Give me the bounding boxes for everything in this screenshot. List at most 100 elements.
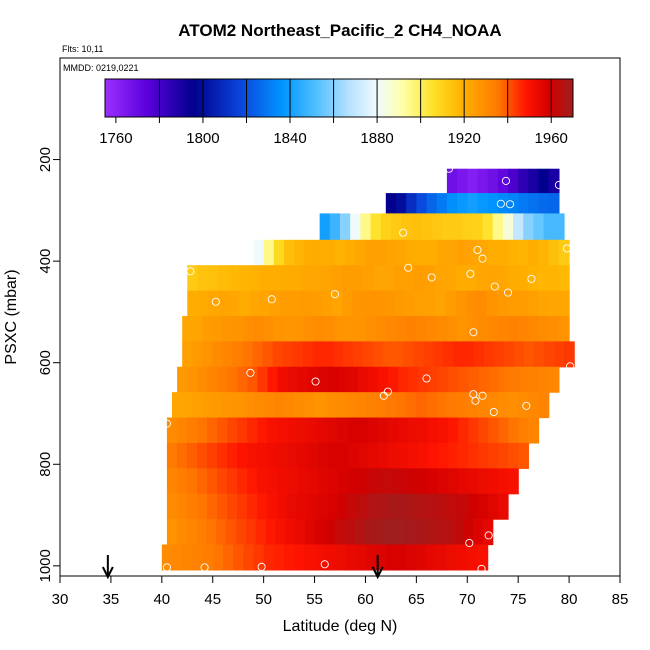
heatmap-cell xyxy=(172,392,183,419)
colorbar-swatch xyxy=(429,79,432,117)
heatmap-cell xyxy=(497,493,509,520)
heatmap-cell xyxy=(397,493,409,520)
heatmap-cell xyxy=(300,290,312,317)
heatmap-cell xyxy=(327,468,339,495)
colorbar-swatch xyxy=(511,79,514,117)
heatmap-cell xyxy=(367,442,379,469)
colorbar-swatch xyxy=(145,79,148,117)
heatmap-cell xyxy=(426,239,438,266)
heatmap-cell xyxy=(416,315,428,342)
heatmap-cell xyxy=(186,493,198,520)
colorbar-swatch xyxy=(199,79,202,117)
x-tick-label: 85 xyxy=(612,591,629,608)
heatmap-cell xyxy=(467,239,479,266)
heatmap-cell xyxy=(457,239,468,266)
sample-point xyxy=(200,563,209,572)
heatmap-cell xyxy=(347,417,359,444)
heatmap-cell xyxy=(321,290,333,317)
heatmap-cell xyxy=(472,213,484,241)
colorbar-swatch xyxy=(413,79,416,117)
heatmap-cell xyxy=(262,341,274,368)
heatmap-cell xyxy=(192,341,203,368)
x-tick-label: 35 xyxy=(103,591,120,608)
colorbar-swatch xyxy=(227,79,230,117)
heatmap-cell xyxy=(324,544,336,571)
y-axis: 200 400 600 800 1000 xyxy=(37,147,60,583)
colorbar-swatch xyxy=(219,79,222,117)
heatmap-cell xyxy=(457,315,468,342)
heatmap-cell xyxy=(161,544,173,571)
colorbar-swatch xyxy=(235,79,238,117)
heatmap-cell xyxy=(428,366,439,393)
y-axis-label: PSXC (mbar) xyxy=(3,269,20,364)
heatmap-cell xyxy=(287,468,298,495)
heatmap-cell xyxy=(441,213,453,241)
colorbar-swatch xyxy=(389,79,392,117)
colorbar-swatch xyxy=(131,79,134,117)
colorbar-swatch xyxy=(239,79,242,117)
heatmap-cell xyxy=(354,519,365,546)
heatmap-cell xyxy=(192,315,204,342)
heatmap-cell xyxy=(508,315,519,342)
colorbar-swatch xyxy=(129,79,132,117)
heatmap-cell xyxy=(417,493,429,520)
heatmap-cell xyxy=(314,239,326,266)
heatmap-cell xyxy=(406,544,417,571)
heatmap-cell xyxy=(342,265,353,292)
colorbar-swatch xyxy=(105,79,108,117)
colorbar-swatch xyxy=(347,79,350,117)
colorbar-swatch xyxy=(487,79,490,117)
sample-point xyxy=(478,254,487,263)
heatmap-cell xyxy=(176,417,188,444)
heatmap-cell xyxy=(352,265,364,292)
x-tick-label: 45 xyxy=(204,591,221,608)
heatmap-cell xyxy=(267,493,278,520)
colorbar-swatch xyxy=(445,79,448,117)
heatmap-cell xyxy=(245,519,257,546)
colorbar-swatch xyxy=(497,79,500,117)
colorbar-swatch xyxy=(255,79,258,117)
heatmap-cell xyxy=(222,544,234,571)
heatmap-cell xyxy=(197,290,209,317)
heatmap-cell xyxy=(222,341,234,368)
colorbar-swatch xyxy=(153,79,156,117)
colorbar-swatch xyxy=(483,79,486,117)
heatmap-cell xyxy=(463,341,475,368)
heatmap-cell xyxy=(362,290,374,317)
heatmap-cell xyxy=(357,468,369,495)
heatmap-cell xyxy=(523,341,535,368)
colorbar-swatch xyxy=(473,79,476,117)
colorbar-swatch xyxy=(527,79,530,117)
dates-label: MMDD: 0219,0221 xyxy=(63,63,139,73)
colorbar-swatch xyxy=(285,79,288,117)
heatmap-cell xyxy=(548,168,560,194)
y-tick-label: 200 xyxy=(37,147,54,172)
sample-point xyxy=(399,228,408,237)
heatmap-cell xyxy=(417,442,429,469)
heatmap-cell xyxy=(448,366,460,393)
colorbar-swatch xyxy=(459,79,462,117)
heatmap-cell xyxy=(503,341,515,368)
heatmap-cell xyxy=(362,265,374,292)
colorbar-swatch xyxy=(411,79,414,117)
colorbar-swatch xyxy=(311,79,314,117)
colorbar-swatch xyxy=(135,79,138,117)
heatmap-cell xyxy=(513,213,524,241)
colorbar-swatch xyxy=(247,79,250,117)
heatmap-cell xyxy=(334,544,346,571)
heatmap-cell xyxy=(321,265,333,292)
colorbar-swatch xyxy=(523,79,526,117)
heatmap-cell xyxy=(457,392,468,419)
heatmap-cell xyxy=(367,468,379,495)
colorbar-swatch xyxy=(119,79,122,117)
heatmap-cell xyxy=(315,519,326,546)
heatmap-cell xyxy=(182,341,193,368)
heatmap-cell xyxy=(344,519,356,546)
colorbar-swatch xyxy=(191,79,194,117)
sample-point xyxy=(503,288,513,297)
colorbar-swatch xyxy=(457,79,460,117)
x-tick-label: 40 xyxy=(153,591,170,608)
colorbar-swatch xyxy=(435,79,438,117)
heatmap-cell xyxy=(172,544,183,571)
sample-point xyxy=(489,407,498,417)
